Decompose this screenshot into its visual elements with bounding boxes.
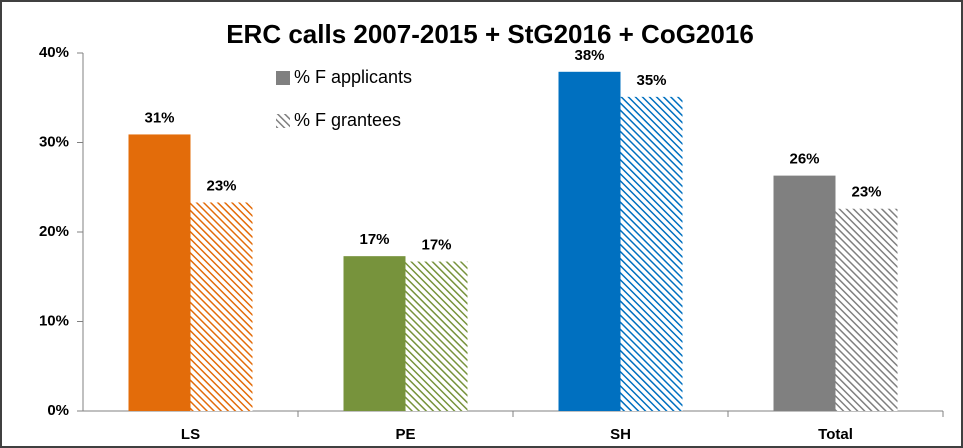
- y-tick-label: 10%: [39, 312, 69, 329]
- value-label: 26%: [789, 151, 819, 168]
- bar: [190, 202, 253, 411]
- x-tick-label: LS: [181, 426, 200, 443]
- value-label: 23%: [206, 177, 236, 194]
- value-label: 17%: [421, 237, 451, 254]
- x-tick-label: Total: [818, 426, 853, 443]
- legend-swatch: [276, 71, 290, 85]
- y-tick-label: 40%: [39, 44, 69, 61]
- bar: [128, 134, 191, 411]
- value-label: 31%: [144, 109, 174, 126]
- x-tick-label: SH: [610, 426, 631, 443]
- legend-label: % F grantees: [294, 110, 401, 130]
- value-label: 35%: [636, 72, 666, 89]
- bar: [773, 175, 836, 411]
- y-tick-label: 0%: [47, 402, 69, 419]
- bar: [835, 208, 898, 411]
- value-label: 17%: [359, 231, 389, 248]
- bar: [343, 256, 406, 411]
- x-tick-label: PE: [395, 426, 415, 443]
- y-tick-label: 30%: [39, 133, 69, 150]
- bar: [405, 261, 468, 411]
- chart-title: ERC calls 2007-2015 + StG2016 + CoG2016: [226, 19, 754, 49]
- legend-label: % F applicants: [294, 67, 412, 87]
- bar: [620, 96, 683, 411]
- value-label: 23%: [851, 184, 881, 201]
- legend-swatch: [276, 114, 290, 128]
- bar: [558, 71, 621, 412]
- value-label: 38%: [574, 47, 604, 64]
- y-tick-label: 20%: [39, 223, 69, 240]
